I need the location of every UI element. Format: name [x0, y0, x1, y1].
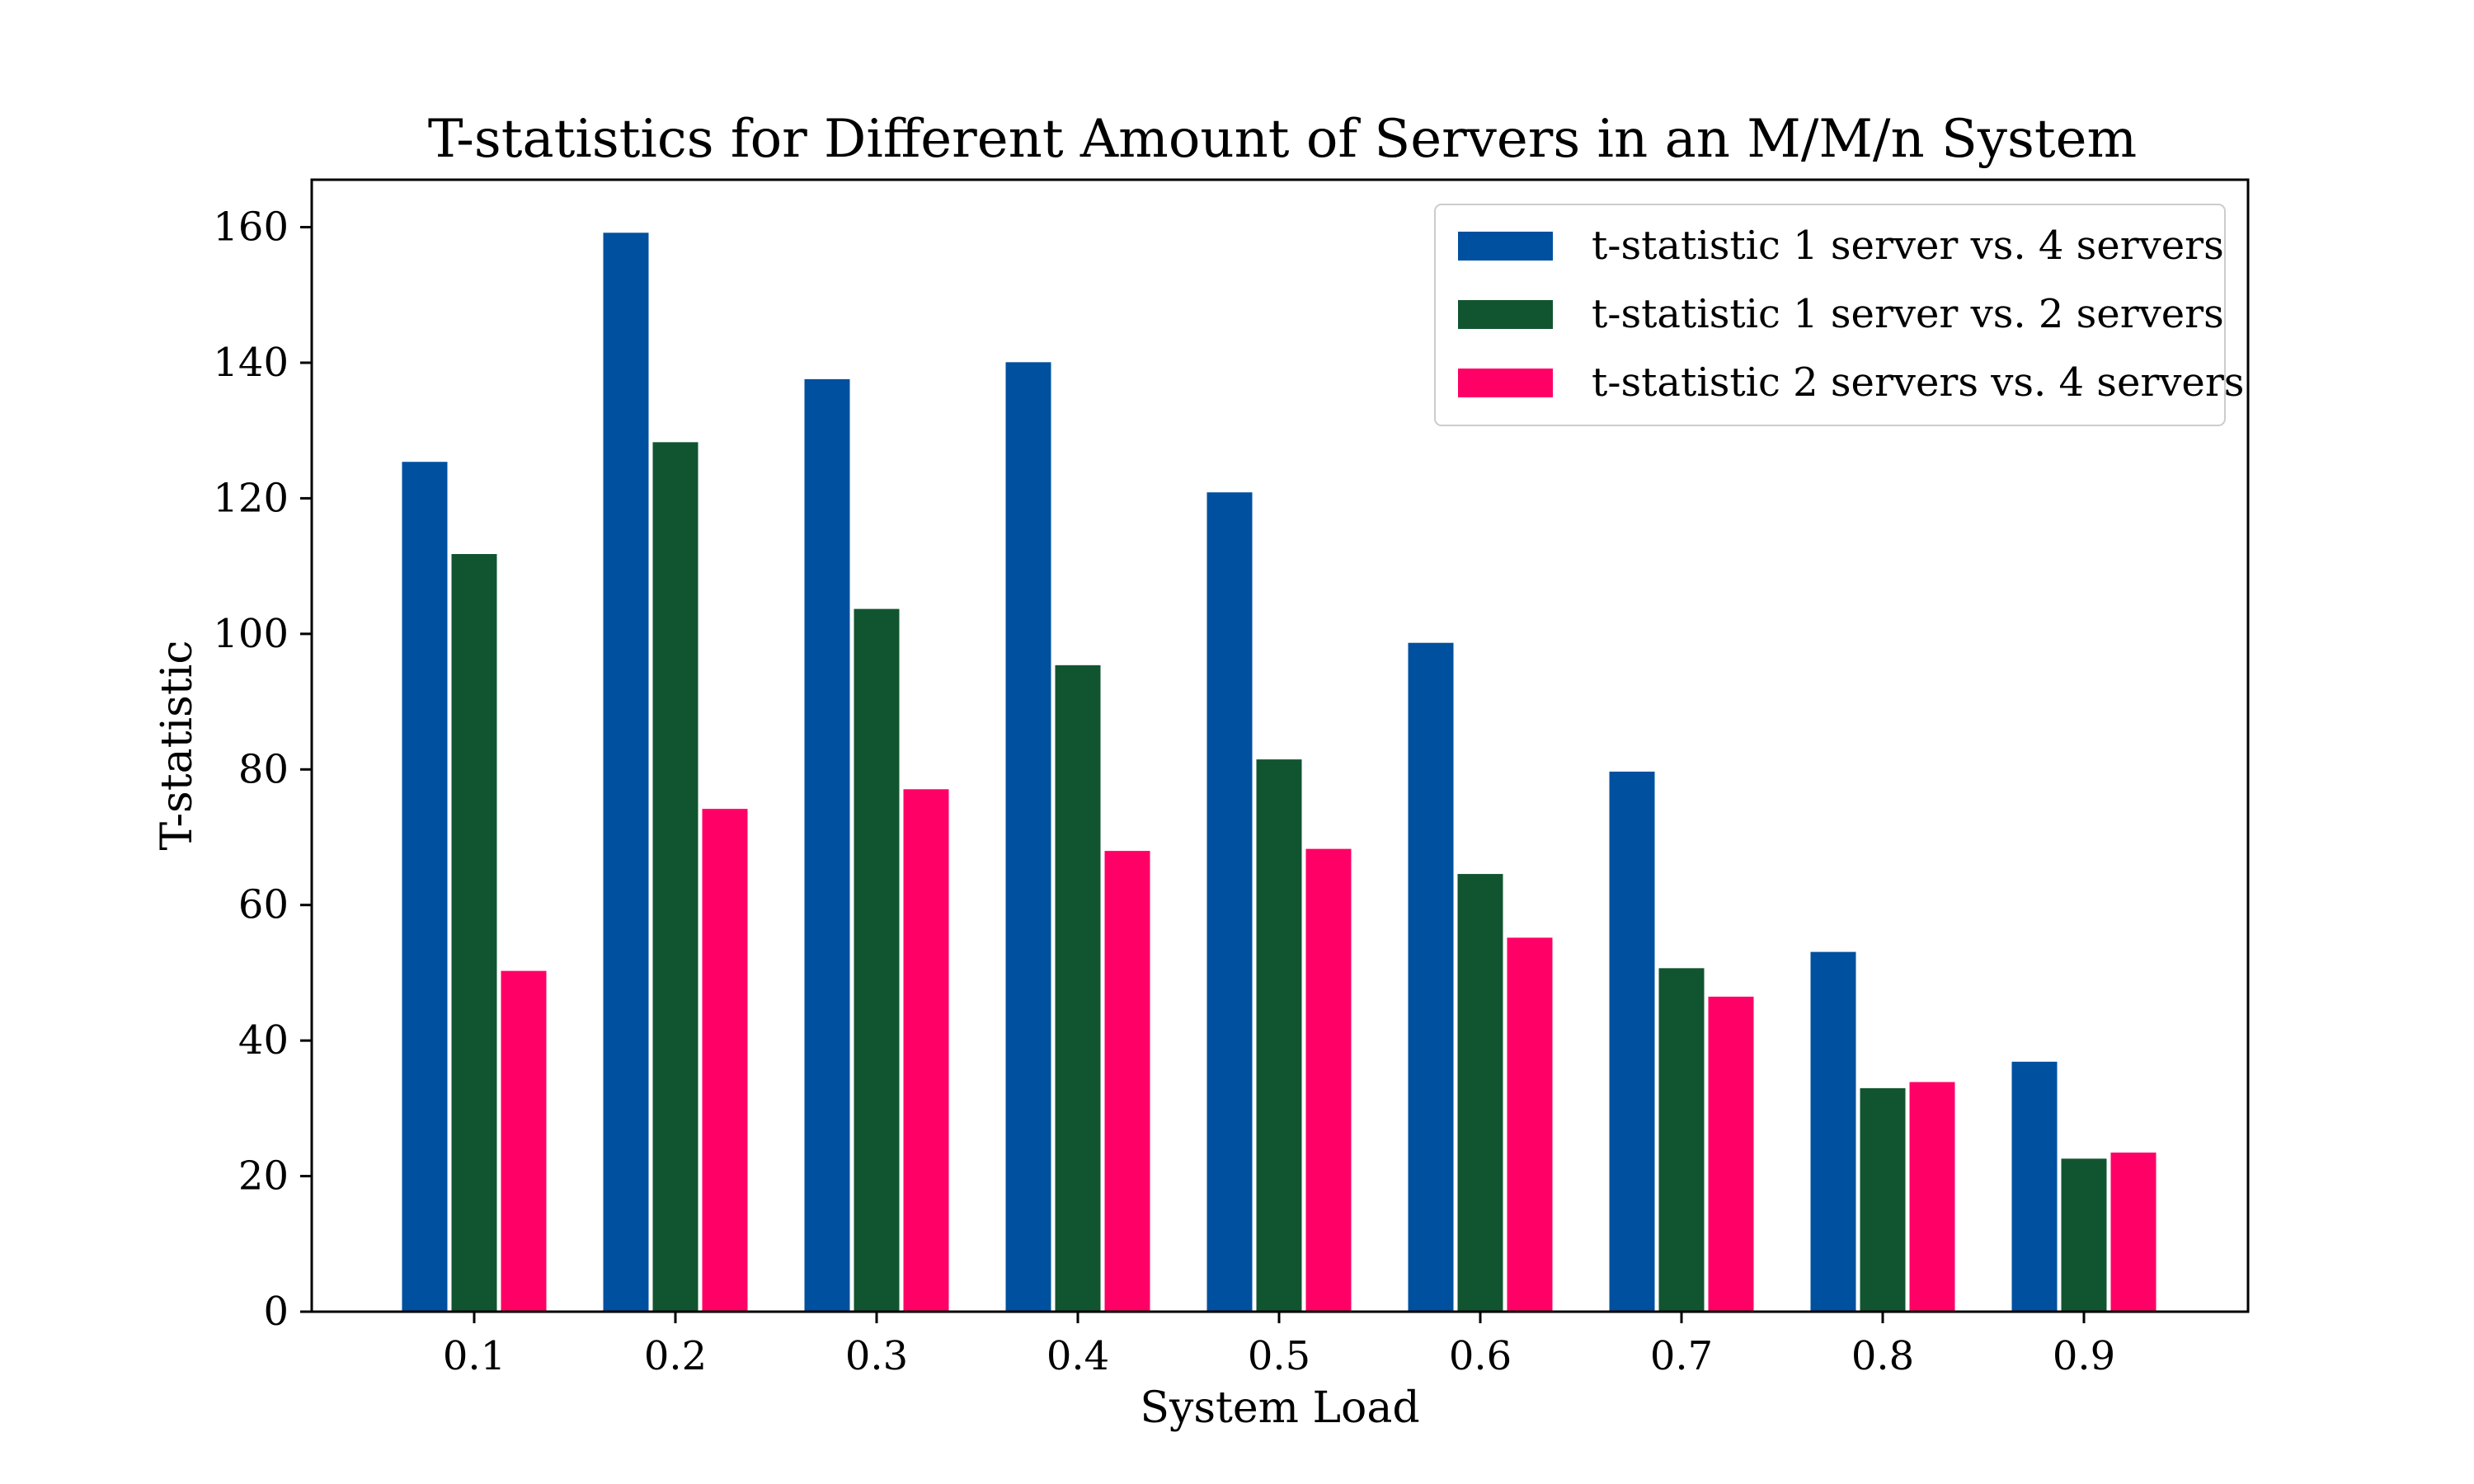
x-tick-label: 0.1	[443, 1333, 506, 1379]
bar-series1-0.8	[1808, 950, 1858, 1313]
bar-series2-0.2	[651, 440, 700, 1313]
legend-label-series2: t-statistic 1 server vs. 2 servers	[1592, 291, 2224, 337]
y-tick-label: 80	[238, 746, 289, 792]
x-axis-label: System Load	[1140, 1383, 1419, 1433]
bar-series1-0.9	[2010, 1059, 2059, 1313]
x-tick-label: 0.7	[1650, 1333, 1713, 1379]
legend-box	[1434, 204, 2226, 426]
legend-swatch-series1	[1458, 232, 1553, 261]
bar-series3-0.1	[499, 969, 548, 1313]
y-tick-label: 40	[238, 1017, 289, 1064]
y-tick-label: 140	[213, 340, 289, 386]
y-tick-label: 60	[238, 882, 289, 928]
bar-series3-0.4	[1103, 849, 1152, 1313]
y-axis: 0 20 40 60 80 100 120 140 160	[213, 204, 312, 1335]
bars	[400, 231, 2158, 1313]
x-axis: 0.1 0.2 0.3 0.4 0.5 0.6 0.7 0.8 0.9	[443, 1312, 2115, 1379]
bar-series3-0.3	[901, 787, 951, 1313]
x-tick-label: 0.4	[1047, 1333, 1109, 1379]
chart-title: T-statistics for Different Amount of Ser…	[428, 109, 2137, 170]
bar-series3-0.2	[700, 807, 750, 1313]
legend-swatch-series3	[1458, 369, 1553, 397]
bar-series2-0.4	[1053, 663, 1103, 1313]
bar-series3-0.7	[1706, 994, 1756, 1313]
y-tick-label: 100	[213, 611, 289, 657]
x-tick-label: 0.5	[1248, 1333, 1310, 1379]
bar-series1-0.3	[802, 377, 852, 1313]
bar-series1-0.1	[400, 460, 449, 1313]
legend: t-statistic 1 server vs. 4 servers t-stat…	[1434, 204, 2244, 426]
bar-series3-0.6	[1505, 936, 1554, 1313]
bar-series2-0.6	[1456, 872, 1505, 1313]
bar-series3-0.8	[1907, 1080, 1957, 1313]
x-tick-label: 0.8	[1851, 1333, 1914, 1379]
bar-series1-0.2	[601, 231, 651, 1313]
bar-series3-0.9	[2109, 1150, 2158, 1313]
x-tick-label: 0.9	[2053, 1333, 2115, 1379]
x-tick-label: 0.6	[1449, 1333, 1512, 1379]
y-tick-label: 120	[213, 475, 289, 521]
bar-series2-0.9	[2059, 1157, 2109, 1313]
bar-series2-0.7	[1657, 966, 1706, 1313]
y-tick-label: 20	[238, 1153, 289, 1200]
bar-series1-0.4	[1004, 360, 1053, 1313]
bar-series3-0.5	[1304, 847, 1353, 1313]
legend-swatch-series2	[1458, 300, 1553, 329]
legend-label-series1: t-statistic 1 server vs. 4 servers	[1592, 223, 2224, 269]
x-tick-label: 0.3	[845, 1333, 908, 1379]
bar-series2-0.1	[449, 552, 499, 1313]
bar-series2-0.3	[852, 607, 901, 1313]
bar-series2-0.8	[1858, 1086, 1907, 1313]
y-tick-label: 160	[213, 204, 289, 251]
bar-series1-0.5	[1205, 491, 1254, 1313]
bar-series1-0.6	[1406, 641, 1456, 1313]
bar-series2-0.5	[1254, 758, 1304, 1313]
x-tick-label: 0.2	[644, 1333, 707, 1379]
y-axis-label: T-statistic	[153, 641, 202, 851]
y-tick-label: 0	[263, 1289, 289, 1335]
bar-series1-0.7	[1607, 769, 1657, 1313]
legend-label-series3: t-statistic 2 servers vs. 4 servers	[1592, 359, 2244, 406]
